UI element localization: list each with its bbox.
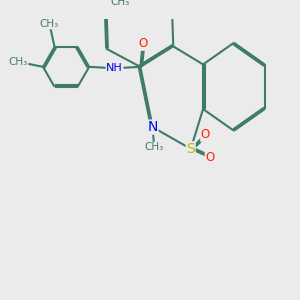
Text: CH₃: CH₃ — [145, 142, 164, 152]
Text: CH₃: CH₃ — [40, 19, 59, 29]
Text: O: O — [138, 37, 147, 50]
Text: NH: NH — [106, 63, 123, 73]
Text: N: N — [148, 120, 158, 134]
Text: O: O — [201, 128, 210, 141]
Text: O: O — [205, 151, 214, 164]
Text: CH₃: CH₃ — [9, 57, 28, 67]
Text: CH₃: CH₃ — [111, 0, 130, 7]
Text: S: S — [186, 142, 195, 156]
